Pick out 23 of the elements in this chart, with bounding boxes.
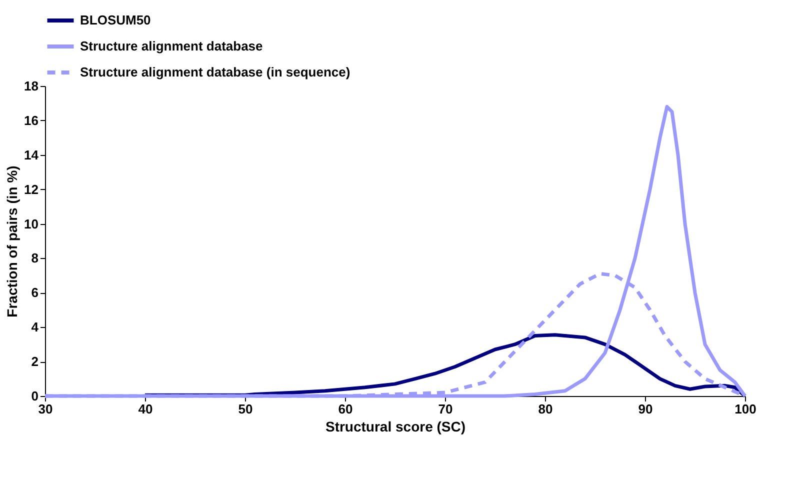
x-tick-label: 70 — [438, 402, 453, 416]
x-tick-label: 40 — [138, 402, 153, 416]
y-tick-label: 2 — [31, 354, 38, 370]
x-tick-label: 90 — [638, 402, 653, 416]
legend-label: Structure alignment database (in sequence) — [80, 64, 350, 80]
y-axis-title: Fraction of pairs (in %) — [4, 166, 20, 318]
legend-label: BLOSUM50 — [80, 12, 151, 28]
x-tick-label: 50 — [238, 402, 253, 416]
y-tick-label: 0 — [31, 388, 38, 404]
x-tick-label: 100 — [734, 402, 756, 416]
x-tick-label: 80 — [538, 402, 553, 416]
y-tick-label: 16 — [24, 112, 38, 128]
y-tick-label: 18 — [24, 78, 38, 94]
y-tick-label: 4 — [31, 320, 40, 335]
x-tick-label: 60 — [338, 402, 353, 416]
y-tick-label: 6 — [31, 285, 38, 300]
legend-label: Structure alignment database — [80, 38, 263, 54]
y-tick-label: 8 — [31, 250, 38, 266]
y-tick-label: 14 — [24, 147, 40, 162]
x-axis-title: Structural score (SC) — [325, 418, 466, 434]
y-tick-label: 12 — [24, 182, 38, 197]
x-tick-label: 30 — [38, 402, 53, 416]
y-tick-label: 10 — [24, 216, 38, 232]
